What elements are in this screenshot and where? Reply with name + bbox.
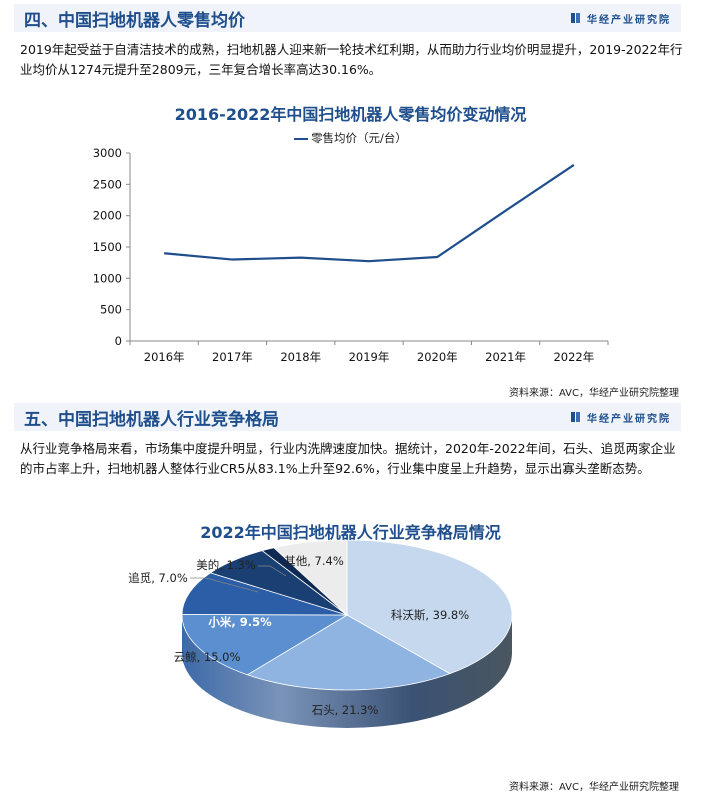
brand-icon bbox=[571, 412, 581, 422]
line-series bbox=[164, 164, 575, 263]
svg-text:2021年: 2021年 bbox=[485, 350, 526, 364]
source-note: 资料来源：AVC，华经产业研究院整理 bbox=[508, 782, 679, 793]
legend-label: 零售均价（元/台） bbox=[311, 131, 407, 145]
brand-logo: 华经产业研究院 bbox=[571, 410, 671, 425]
pie-slice bbox=[273, 540, 348, 616]
brand-name: 华经产业研究院 bbox=[587, 14, 671, 26]
svg-text:0: 0 bbox=[115, 334, 122, 348]
svg-text:2022年: 2022年 bbox=[553, 350, 594, 364]
pie-data-label: 石头, 21.3% bbox=[312, 703, 379, 717]
section-header-competition: 五、中国扫地机器人行业竞争格局 华经产业研究院 bbox=[14, 403, 681, 431]
svg-text:1500: 1500 bbox=[93, 240, 122, 254]
pie-slice bbox=[346, 540, 513, 675]
pie-slice bbox=[181, 572, 348, 616]
legend-line-icon bbox=[294, 137, 309, 140]
pie-chart-title: 2022年中国扫地机器人行业竞争格局情况 bbox=[200, 523, 501, 542]
x-axis: 2016年 2017年 2018年 2019年 2020年 2021年 2022年 bbox=[129, 340, 609, 364]
brand-name: 华经产业研究院 bbox=[587, 413, 671, 425]
svg-text:3000: 3000 bbox=[93, 146, 122, 160]
pie-data-label: 追觅, 7.0% bbox=[128, 571, 188, 585]
svg-text:500: 500 bbox=[100, 303, 122, 317]
pie-data-label: 美的, 1.3% bbox=[196, 558, 256, 572]
pie-chart: 科沃斯, 39.8% 石头, 21.3% 云鲸, 15.0% 小米, 9.5% 追觅, … bbox=[128, 540, 513, 728]
pie-side bbox=[182, 615, 512, 728]
section-title: 五、中国扫地机器人行业竞争格局 bbox=[24, 409, 279, 430]
svg-text:2019年: 2019年 bbox=[349, 350, 390, 364]
section-title: 四、中国扫地机器人零售均价 bbox=[24, 10, 245, 31]
section-paragraph: 从行业竞争格局来看，市场集中度提升明显，行业内洗牌速度加快。据统计，2020年-… bbox=[20, 441, 676, 476]
svg-text:2018年: 2018年 bbox=[280, 350, 321, 364]
pie-data-label: 科沃斯, 39.8% bbox=[391, 608, 469, 622]
pie-data-label: 小米, 9.5% bbox=[207, 615, 272, 629]
line-chart-title: 2016-2022年中国扫地机器人零售均价变动情况 bbox=[174, 105, 527, 124]
svg-text:2000: 2000 bbox=[93, 209, 122, 223]
brand-logo: 华经产业研究院 bbox=[571, 11, 671, 26]
svg-text:1000: 1000 bbox=[93, 271, 122, 285]
svg-text:2500: 2500 bbox=[93, 177, 122, 191]
section-header-retail-price: 四、中国扫地机器人零售均价 华经产业研究院 bbox=[14, 4, 681, 32]
section-paragraph: 2019年起受益于自清洁技术的成熟，扫地机器人迎来新一轮技术红利期，从而助力行业… bbox=[20, 42, 683, 77]
line-chart-legend: 零售均价（元/台） bbox=[0, 130, 701, 146]
svg-text:2016年: 2016年 bbox=[144, 350, 185, 364]
pie-slice bbox=[181, 614, 349, 676]
svg-text:2017年: 2017年 bbox=[212, 350, 253, 364]
source-note: 资料来源：AVC，华经产业研究院整理 bbox=[508, 388, 679, 399]
pie-data-label: 其他, 7.4% bbox=[284, 554, 344, 568]
y-axis: 0 500 1000 1500 2000 2500 3000 bbox=[93, 146, 131, 348]
pie-slice bbox=[246, 614, 451, 691]
svg-text:2020年: 2020年 bbox=[417, 350, 458, 364]
pie-data-label: 云鲸, 15.0% bbox=[174, 650, 241, 664]
line-chart: 0 500 1000 1500 2000 2500 3000 2016年 2017年 2018年… bbox=[93, 146, 609, 364]
brand-icon bbox=[571, 13, 581, 23]
